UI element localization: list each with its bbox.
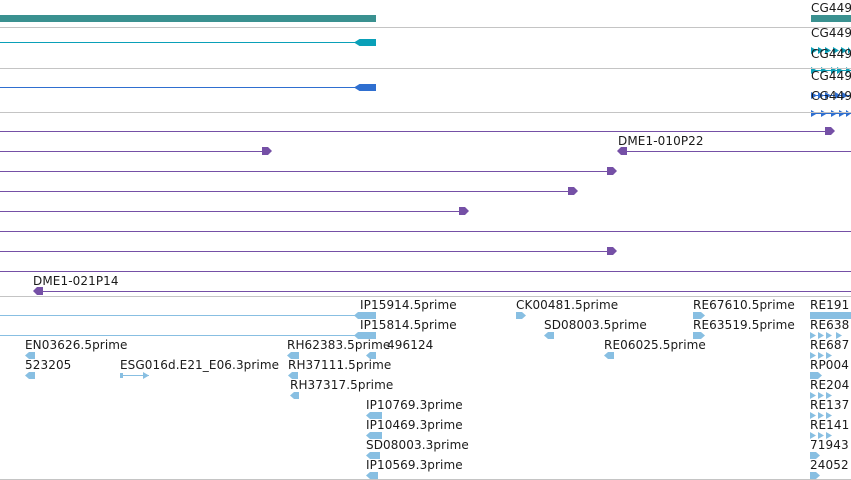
clone-line[interactable] <box>0 231 851 232</box>
est-feature[interactable] <box>366 412 382 419</box>
est-label: CK00481.5prime <box>516 298 619 312</box>
est-label: RE63519.5prime <box>693 318 795 332</box>
transcript-arrows[interactable] <box>811 102 851 117</box>
est-label: IP10569.3prime <box>366 458 463 472</box>
gene-bar-right[interactable] <box>811 15 851 22</box>
est-feature[interactable] <box>25 372 35 379</box>
track-divider <box>0 296 851 297</box>
est-label: 496124 <box>387 338 434 352</box>
est-feature[interactable] <box>366 352 376 359</box>
transcript-arrows[interactable] <box>811 59 851 74</box>
clone-line[interactable] <box>0 171 610 172</box>
est-line[interactable] <box>0 335 360 336</box>
transcript-line[interactable] <box>0 42 356 43</box>
clone-arrow-left[interactable] <box>33 287 43 295</box>
clone-line[interactable] <box>42 291 851 292</box>
est-label: IP10769.3prime <box>366 398 463 412</box>
clone-arrow-right[interactable] <box>262 147 272 155</box>
transcript-arrows[interactable] <box>811 39 851 54</box>
est-label: IP15914.5prime <box>360 298 457 312</box>
transcript-label: CG449 <box>811 47 851 61</box>
clone-label: DME1-010P22 <box>618 134 704 148</box>
track-divider <box>0 112 851 113</box>
est-feature[interactable] <box>810 412 851 419</box>
transcript-line[interactable] <box>0 87 356 88</box>
est-feature[interactable] <box>693 312 705 319</box>
clone-line[interactable] <box>0 271 851 272</box>
est-label: RE06025.5prime <box>604 338 706 352</box>
est-feature[interactable] <box>287 352 299 359</box>
est-feature[interactable] <box>810 432 851 439</box>
clone-arrow-right[interactable] <box>607 247 617 255</box>
est-label: 71943 <box>810 438 849 452</box>
est-label: ESG016d.E21_E06.3prime <box>120 358 280 372</box>
est-label: RP004 <box>810 358 849 372</box>
est-label: RE687 <box>810 338 850 352</box>
clone-line[interactable] <box>0 151 264 152</box>
clone-line[interactable] <box>0 191 570 192</box>
est-feature[interactable] <box>366 432 382 439</box>
est-label: IP10469.3prime <box>366 418 463 432</box>
est-label: RE638 <box>810 318 850 332</box>
transcript-arrows[interactable] <box>811 84 851 99</box>
est-label: RH62383.5prime <box>287 338 391 352</box>
est-feature[interactable] <box>604 352 614 359</box>
transcript-label: CG449 <box>811 69 851 83</box>
est-label: RE137 <box>810 398 850 412</box>
est-feature[interactable] <box>366 452 380 459</box>
clone-line[interactable] <box>0 211 462 212</box>
gene-label: CG449 <box>811 1 851 15</box>
est-feature[interactable] <box>544 332 554 339</box>
est-feature[interactable] <box>25 352 35 359</box>
gene-bar-left[interactable] <box>0 15 376 22</box>
est-feature[interactable] <box>366 472 378 479</box>
clone-line[interactable] <box>0 131 826 132</box>
track-divider <box>0 27 851 28</box>
clone-arrow-right[interactable] <box>459 207 469 215</box>
clone-arrow-left[interactable] <box>617 147 627 155</box>
est-feature[interactable] <box>354 312 376 319</box>
est-label: SD08003.3prime <box>366 438 469 452</box>
est-feature[interactable] <box>810 332 851 339</box>
track-divider <box>0 68 851 69</box>
est-feature[interactable] <box>516 312 526 319</box>
est-label: IP15814.5prime <box>360 318 457 332</box>
est-feature[interactable] <box>810 472 820 479</box>
est-line[interactable] <box>0 315 360 316</box>
est-feature[interactable] <box>290 392 299 399</box>
est-label: EN03626.5prime <box>25 338 128 352</box>
clone-label: DME1-021P14 <box>33 274 119 288</box>
est-feature[interactable] <box>693 332 705 339</box>
est-label: RH37111.5prime <box>288 358 392 372</box>
transcript-label: CG449 <box>811 89 851 103</box>
clone-line[interactable] <box>0 251 610 252</box>
est-feature[interactable] <box>810 372 822 379</box>
est-label: RH37317.5prime <box>290 378 394 392</box>
est-feature[interactable] <box>810 312 851 319</box>
est-label: RE67610.5prime <box>693 298 795 312</box>
est-label: SD08003.5prime <box>544 318 647 332</box>
est-label: RE191 <box>810 298 850 312</box>
clone-arrow-right[interactable] <box>568 187 578 195</box>
est-label: 523205 <box>25 358 72 372</box>
est-feature[interactable] <box>354 332 376 339</box>
transcript-exon[interactable] <box>354 39 376 46</box>
transcript-exon[interactable] <box>354 84 376 91</box>
est-label: 24052 <box>810 458 849 472</box>
clone-arrow-right[interactable] <box>825 127 835 135</box>
est-feature[interactable] <box>810 352 851 359</box>
est-feature[interactable] <box>288 372 298 379</box>
est-feature[interactable] <box>810 452 820 459</box>
est-label: RE204 <box>810 378 850 392</box>
clone-arrow-right[interactable] <box>607 167 617 175</box>
est-feature[interactable] <box>120 372 149 379</box>
est-label: RE141 <box>810 418 850 432</box>
est-feature[interactable] <box>810 392 851 399</box>
clone-line[interactable] <box>626 151 851 152</box>
transcript-label: CG449 <box>811 26 851 40</box>
